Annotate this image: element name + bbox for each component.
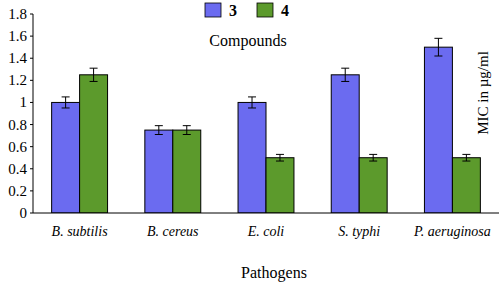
bar xyxy=(52,102,80,213)
bar xyxy=(80,75,108,213)
error-bar xyxy=(62,97,70,108)
bars xyxy=(52,38,481,213)
bar xyxy=(266,158,294,213)
bar xyxy=(359,158,387,213)
y-tick xyxy=(30,124,33,125)
y-axis-label: MIC in µg/ml xyxy=(475,51,491,135)
x-tick-label: S. typhi xyxy=(338,224,380,239)
error-bar xyxy=(248,97,256,108)
bar xyxy=(145,130,173,213)
error-bar xyxy=(462,154,470,161)
error-bar xyxy=(434,38,442,56)
y-tick xyxy=(30,36,33,37)
y-axis xyxy=(33,14,34,213)
y-tick xyxy=(30,213,33,214)
y-tick-label: 0 xyxy=(20,205,28,221)
error-bar xyxy=(155,126,163,135)
legend-swatch xyxy=(257,3,273,17)
error-bar xyxy=(183,126,191,135)
y-tick xyxy=(30,168,33,169)
y-tick-label: 0.6 xyxy=(8,139,27,155)
y-tick-label: 0.8 xyxy=(8,117,27,133)
bar xyxy=(331,75,359,213)
y-tick-label: 0.2 xyxy=(8,183,27,199)
y-tick xyxy=(30,58,33,59)
y-tick xyxy=(30,80,33,81)
x-axis xyxy=(33,213,499,214)
y-tick xyxy=(30,190,33,191)
x-tick-label: B. cereus xyxy=(147,224,199,239)
y-tick-label: 1.6 xyxy=(8,28,27,44)
error-bar xyxy=(276,154,284,161)
legend-label: 4 xyxy=(281,2,289,19)
y-tick xyxy=(30,102,33,103)
y-tick-label: 1.8 xyxy=(8,6,27,22)
x-tick-label: B. subtilis xyxy=(52,224,109,239)
error-bar xyxy=(90,68,98,81)
y-tick-label: 1.4 xyxy=(8,50,27,66)
bar xyxy=(173,130,201,213)
y-tick-label: 1 xyxy=(20,94,28,110)
legend-label: 3 xyxy=(229,2,237,19)
bar xyxy=(452,158,480,213)
y-tick-label: 0.4 xyxy=(8,161,27,177)
legend-title: Compounds xyxy=(209,32,286,50)
x-tick-label: E. coli xyxy=(247,224,285,239)
x-axis-label: Pathogens xyxy=(241,264,307,282)
bar xyxy=(238,102,266,213)
y-tick xyxy=(30,14,33,15)
error-bar xyxy=(369,154,377,161)
legend-swatch xyxy=(205,3,221,17)
y-tick xyxy=(30,146,33,147)
bar xyxy=(424,47,452,213)
y-tick-label: 1.2 xyxy=(8,72,27,88)
x-tick-label: P. aeruginosa xyxy=(413,224,491,239)
error-bar xyxy=(341,68,349,81)
